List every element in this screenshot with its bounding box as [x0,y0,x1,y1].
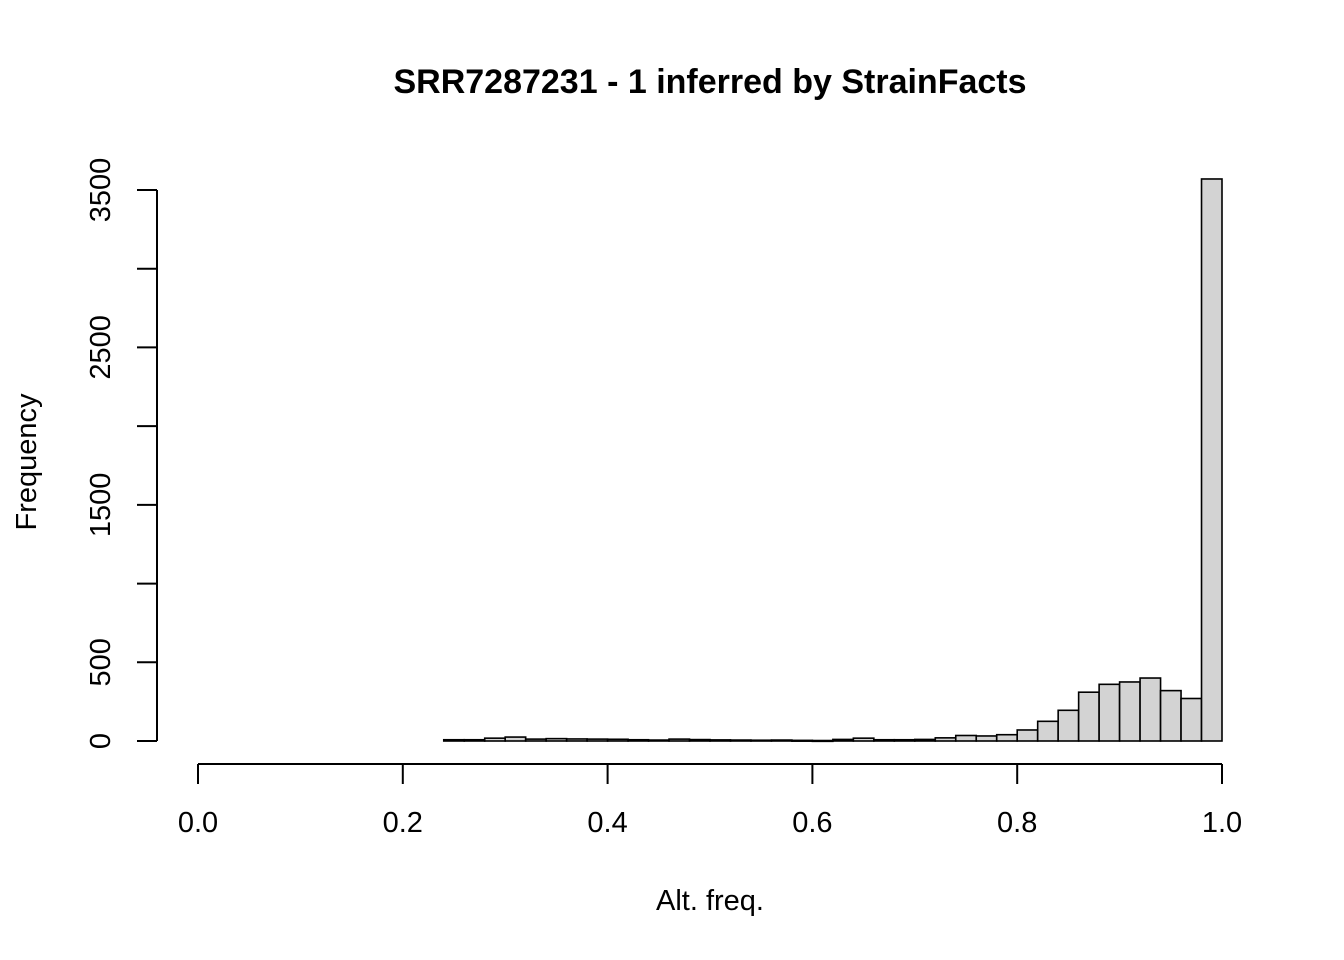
x-tick-label: 0.8 [997,807,1037,839]
x-tick-label: 0.6 [792,807,832,839]
histogram-bar [1016,729,1039,742]
histogram-bar [811,739,834,743]
histogram-bar [668,738,691,742]
histogram-bar [852,737,875,742]
histogram-bar [729,739,752,742]
y-axis-label: Frequency [11,393,43,531]
histogram-bar [524,738,547,742]
y-tick-label: 1500 [85,473,117,538]
histogram-bar [893,738,916,742]
histogram-bar [770,739,793,742]
histogram-bar [791,739,814,742]
chart-title: SRR7287231 - 1 inferred by StrainFacts [393,63,1026,101]
histogram-bar [586,738,609,742]
histogram-bar [1077,691,1100,742]
histogram-bar [1159,689,1182,742]
histogram-bar [1118,681,1141,742]
histogram-bar [1098,683,1121,742]
y-tick-label: 500 [85,638,117,686]
histogram-bar [1200,178,1223,742]
x-tick-label: 0.4 [587,807,627,839]
y-tick-label: 3500 [85,158,117,223]
bars-group [442,178,1223,743]
histogram-bar [1180,697,1203,742]
histogram-bar [913,738,937,742]
x-tick-label: 0.0 [178,807,218,839]
x-tick-label: 0.2 [383,807,423,839]
histogram-bar [627,738,650,742]
x-axis-label: Alt. freq. [656,885,764,917]
histogram-bar [463,738,486,742]
histogram-bar [995,733,1018,742]
histogram-bar [750,739,773,742]
histogram-bar [975,735,998,742]
histogram-bar [565,738,588,742]
histogram-bar [873,738,896,742]
histogram-bar [442,738,466,742]
y-axis: 0 500 1500 2500 3500 [85,158,158,749]
x-tick-label: 1.0 [1202,807,1242,839]
y-tick-label: 2500 [85,315,117,380]
histogram-bar [1139,677,1162,742]
histogram-bar [832,738,855,742]
histogram-bar [545,737,568,742]
y-tick-label: 0 [85,733,117,749]
histogram-bar [1036,720,1059,742]
histogram-bar [688,738,711,742]
histogram-bar [934,737,957,742]
histogram-bar [606,738,629,742]
histogram-bar [709,739,732,742]
histogram-bar [504,736,527,742]
histogram-bar [483,737,507,742]
x-axis: 0.0 0.2 0.4 0.6 0.8 1.0 [178,763,1242,839]
histogram-bar [954,734,978,742]
histogram-bar [647,739,670,742]
histogram-bar [1057,709,1080,742]
